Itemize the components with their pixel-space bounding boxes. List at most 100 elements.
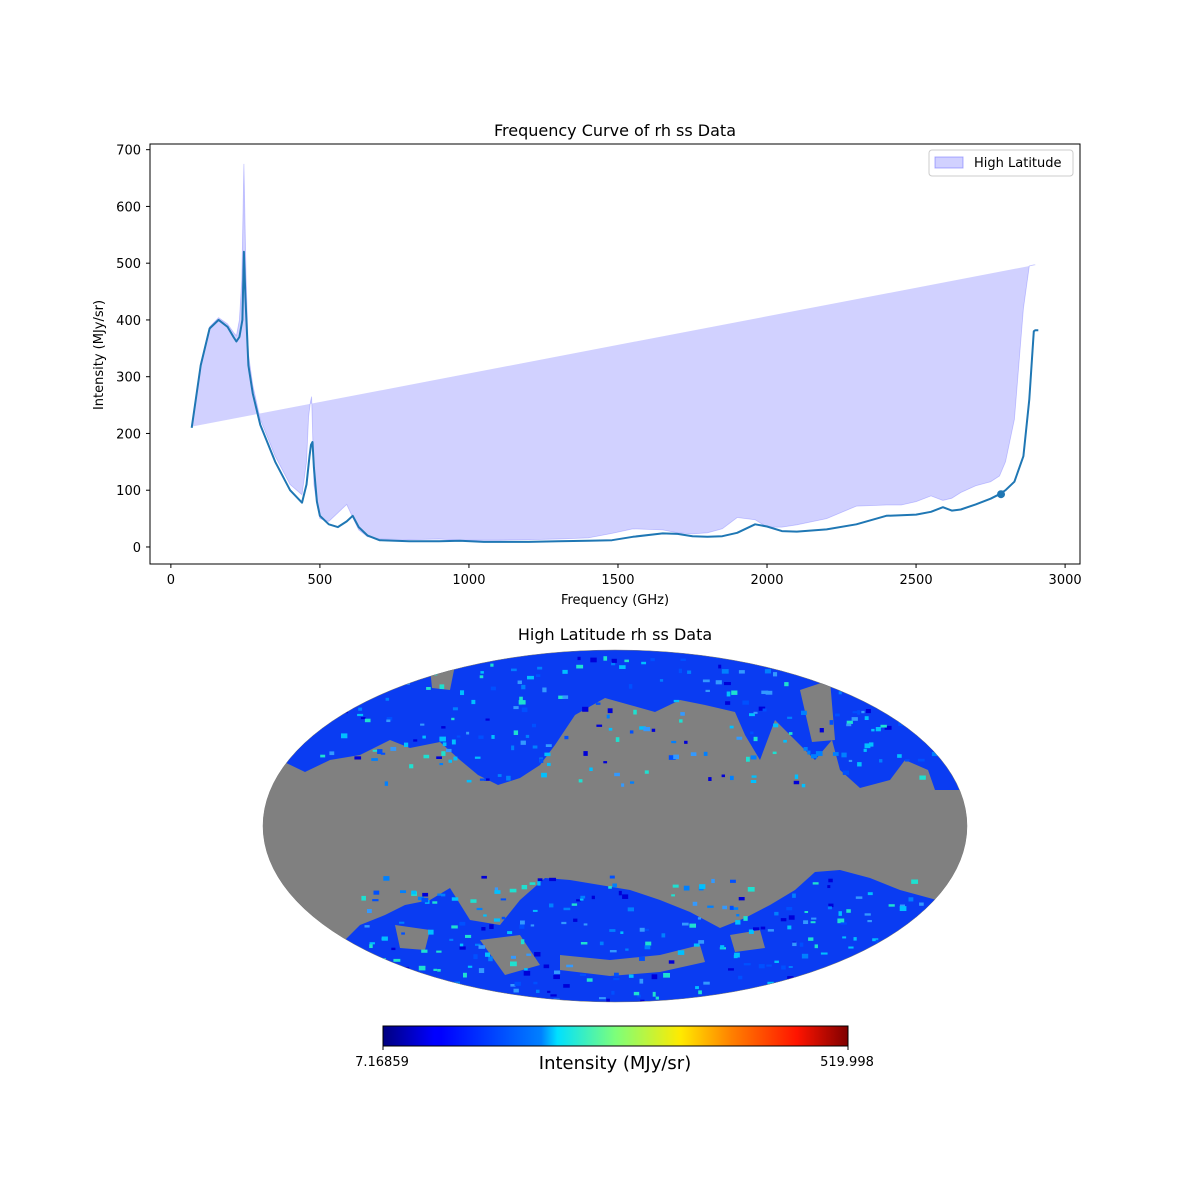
map-speckle bbox=[451, 739, 456, 745]
map-speckle bbox=[840, 996, 845, 1001]
map-speckle bbox=[450, 983, 455, 988]
map-speckle bbox=[736, 914, 740, 917]
plot-frame bbox=[149, 143, 1081, 565]
map-speckle bbox=[683, 885, 690, 891]
map-speckle bbox=[783, 739, 787, 743]
map-speckle bbox=[422, 892, 429, 897]
map-speckle bbox=[377, 749, 383, 754]
map-speckle bbox=[679, 719, 683, 723]
map-speckle bbox=[549, 877, 556, 882]
map-speckle bbox=[292, 717, 297, 722]
map-speckle bbox=[485, 718, 490, 721]
map-speckle bbox=[566, 964, 574, 968]
map-speckle bbox=[749, 656, 754, 660]
map-speckle bbox=[527, 675, 534, 680]
map-speckle bbox=[705, 689, 710, 693]
map-speckle bbox=[535, 674, 541, 678]
map-speckle bbox=[693, 943, 700, 947]
map-speckle bbox=[347, 694, 353, 699]
map-speckle bbox=[911, 879, 919, 884]
map-speckle bbox=[846, 723, 852, 727]
y-tick-label: 200 bbox=[116, 427, 141, 442]
map-speckle bbox=[611, 990, 615, 995]
map-speckle bbox=[553, 998, 560, 1002]
map-speckle bbox=[532, 909, 538, 912]
map-speckle bbox=[728, 968, 734, 971]
map-speckle bbox=[397, 655, 403, 658]
map-speckle bbox=[474, 655, 480, 660]
map-speckle bbox=[479, 675, 484, 679]
map-speckle bbox=[855, 896, 863, 899]
x-tick-label: 3000 bbox=[1049, 573, 1082, 588]
map-speckle bbox=[403, 993, 408, 997]
map-speckle bbox=[729, 725, 734, 729]
colorbar-max-label: 519.998 bbox=[820, 1055, 874, 1070]
north-masked-patch bbox=[768, 770, 790, 790]
map-speckle bbox=[715, 680, 722, 685]
map-speckle bbox=[554, 970, 561, 974]
map-speckle bbox=[690, 752, 697, 757]
map-speckle bbox=[753, 711, 758, 714]
map-speckle bbox=[358, 968, 363, 971]
map-speckle bbox=[828, 878, 833, 883]
map-speckle bbox=[437, 893, 442, 896]
map-speckle bbox=[750, 755, 757, 760]
map-speckle bbox=[753, 736, 758, 742]
map-speckle bbox=[908, 897, 914, 902]
map-speckle bbox=[846, 720, 853, 724]
map-speckle bbox=[451, 717, 455, 721]
map-speckle bbox=[933, 714, 941, 719]
map-speckle bbox=[812, 882, 819, 885]
map-speckle bbox=[747, 887, 755, 892]
legend-swatch bbox=[934, 156, 964, 169]
map-speckle bbox=[867, 892, 873, 896]
map-speckle bbox=[609, 950, 617, 953]
map-speckle bbox=[356, 976, 363, 981]
map-speckle bbox=[711, 878, 715, 884]
map-speckle bbox=[530, 924, 535, 927]
map-speckle bbox=[579, 973, 587, 976]
map-speckle bbox=[702, 679, 710, 683]
map-speckle bbox=[478, 735, 484, 739]
map-speckle bbox=[434, 988, 438, 994]
map-speckle bbox=[931, 752, 939, 757]
colorbar-gradient bbox=[382, 1025, 849, 1047]
map-speckle bbox=[643, 928, 649, 931]
y-tick-label: 300 bbox=[116, 371, 141, 386]
map-speckle bbox=[456, 993, 462, 997]
map-speckle bbox=[423, 754, 430, 759]
map-speckle bbox=[673, 699, 680, 703]
map-speckle bbox=[493, 918, 500, 922]
map-speckle bbox=[562, 669, 568, 674]
map-speckle bbox=[624, 659, 629, 663]
map-speckle bbox=[668, 960, 675, 964]
map-speckle bbox=[537, 878, 543, 882]
map-speckle bbox=[457, 985, 463, 989]
map-speckle bbox=[372, 899, 379, 902]
map-speckle bbox=[579, 898, 584, 901]
map-speckle bbox=[872, 938, 879, 942]
map-speckle bbox=[861, 710, 865, 714]
map-speckle bbox=[885, 976, 892, 980]
map-speckle bbox=[590, 657, 597, 663]
map-speckle bbox=[374, 960, 382, 964]
map-speckle bbox=[451, 897, 459, 901]
map-speckle bbox=[437, 969, 441, 972]
map-speckle bbox=[459, 921, 466, 926]
map-speckle bbox=[748, 929, 754, 934]
map-speckle bbox=[411, 890, 417, 895]
x-tick-label: 1500 bbox=[601, 573, 634, 588]
map-speckle bbox=[607, 708, 613, 714]
map-speckle bbox=[529, 882, 536, 885]
map-speckle bbox=[733, 954, 738, 959]
map-speckle bbox=[659, 679, 664, 682]
map-speckle bbox=[484, 778, 490, 781]
map-speckle bbox=[801, 783, 806, 788]
map-speckle bbox=[510, 984, 516, 987]
map-speckle bbox=[524, 968, 528, 971]
map-speckle bbox=[615, 737, 620, 742]
map-speckle bbox=[562, 695, 569, 699]
map-speckle bbox=[661, 933, 666, 938]
map-speckle bbox=[864, 913, 871, 916]
map-speckle bbox=[343, 663, 348, 667]
